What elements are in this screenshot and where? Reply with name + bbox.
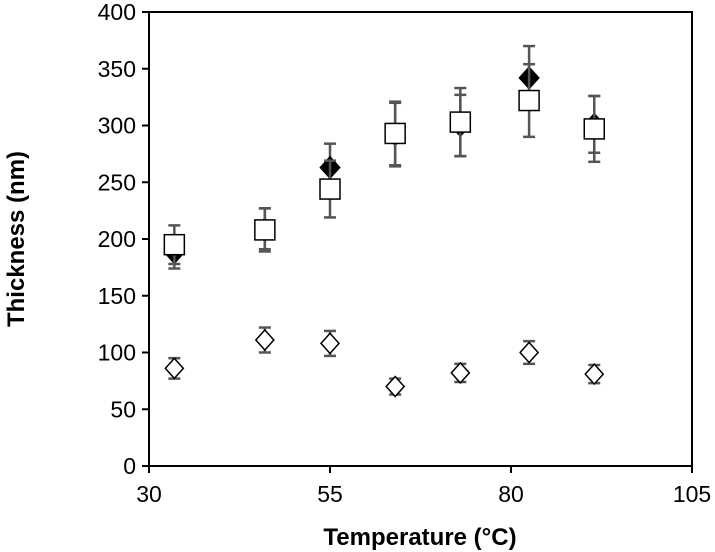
- y-tick-label: 150: [98, 283, 136, 309]
- data-marks: [163, 44, 606, 398]
- square-marker: [163, 233, 186, 256]
- x-axis-title: Temperature (°C): [323, 524, 516, 551]
- open-diamond-marker: [254, 328, 275, 352]
- x-tick-label: 30: [136, 481, 162, 507]
- y-tick-label: 0: [123, 453, 136, 479]
- series-3: [164, 326, 605, 398]
- square-marker: [449, 111, 472, 133]
- y-tick-label: 100: [98, 340, 136, 366]
- open-diamond-marker: [164, 357, 185, 380]
- y-tick-label: 50: [110, 396, 136, 422]
- open-diamond-marker: [519, 341, 540, 364]
- square-marker: [583, 118, 606, 140]
- square-marker: [518, 89, 540, 112]
- y-tick-label: 350: [98, 56, 136, 82]
- open-diamond-marker: [450, 361, 471, 385]
- plot-frame: [148, 11, 693, 467]
- y-tick-label: 300: [98, 113, 136, 139]
- y-axis: 0 50 100 150 200 250 300 350 400: [98, 0, 149, 479]
- y-tick-label: 250: [98, 169, 136, 195]
- square-marker: [384, 122, 406, 145]
- x-tick-label: 55: [317, 481, 343, 507]
- open-diamond-marker: [584, 362, 605, 386]
- series-1: [163, 44, 605, 270]
- x-tick-label: 80: [498, 481, 524, 507]
- y-tick-label: 400: [98, 0, 136, 25]
- x-axis: 30 55 80 105: [136, 466, 711, 507]
- open-diamond-marker: [385, 375, 406, 398]
- open-diamond-marker: [319, 332, 341, 355]
- y-tick-label: 200: [98, 226, 136, 252]
- series-2: [163, 62, 606, 266]
- y-axis-title: Thickness (nm): [3, 151, 30, 327]
- square-marker: [254, 219, 276, 241]
- square-marker: [319, 178, 341, 200]
- x-tick-label: 105: [673, 481, 711, 507]
